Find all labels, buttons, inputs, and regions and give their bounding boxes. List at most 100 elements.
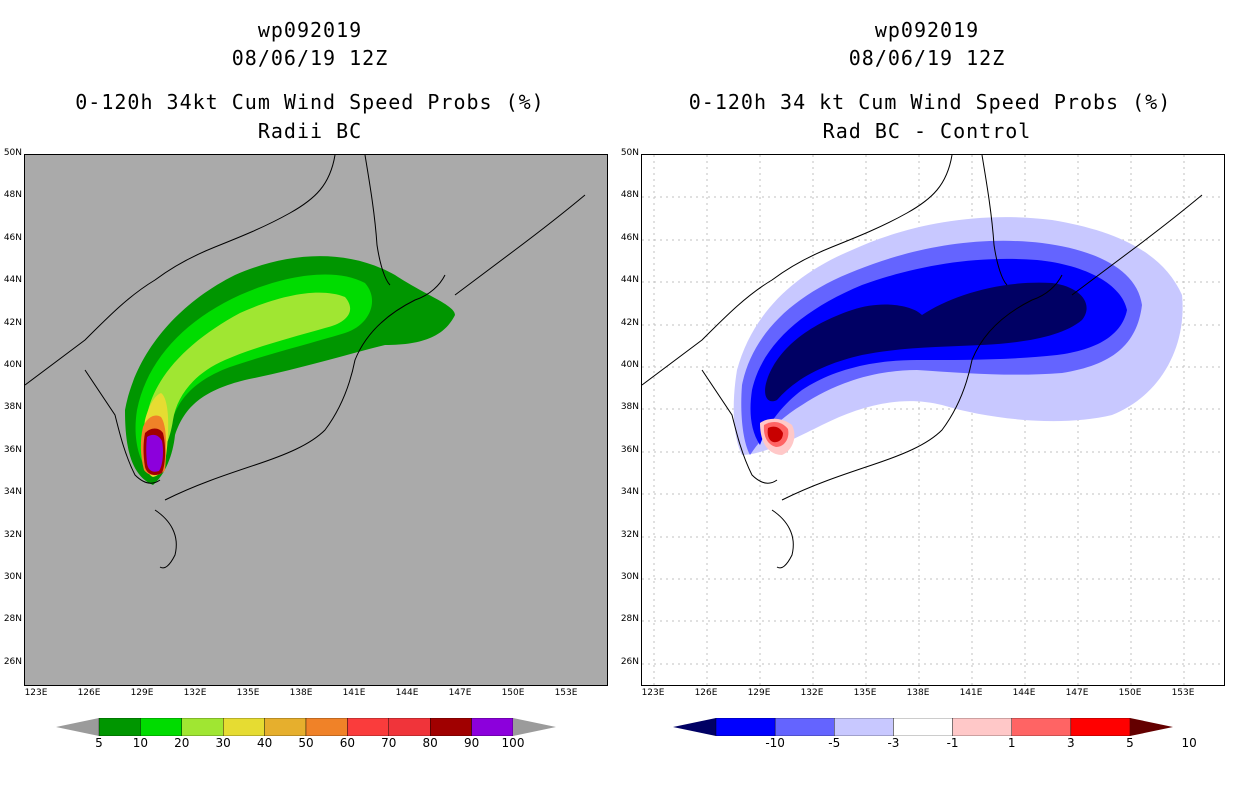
- colorbar-segment: [1070, 718, 1131, 736]
- colorbar-label: -5: [828, 736, 841, 750]
- colorbar-right-arrow: [1130, 718, 1173, 736]
- right-map-svg: [642, 155, 1224, 685]
- coastline-sakhalin: [364, 155, 391, 286]
- lat-tick-label: 44N: [620, 275, 639, 286]
- prob-100-region: [146, 434, 163, 472]
- colorbar-label: 20: [174, 736, 190, 750]
- coastline-asia-r: [642, 155, 953, 386]
- diff-plus10-region: [767, 426, 783, 443]
- colorbar-left-arrow: [673, 718, 716, 736]
- colorbar-segment: [893, 718, 953, 736]
- colorbar-label: -10: [765, 736, 785, 750]
- colorbar-segment: [774, 718, 835, 736]
- right-colorbar: [673, 718, 1173, 736]
- lon-tick-label: 153E: [1171, 688, 1195, 698]
- left-subtitle: Radii BC: [257, 119, 363, 143]
- colorbar-segment: [264, 718, 307, 736]
- colorbar-label: 50: [298, 736, 314, 750]
- lon-tick-label: 126E: [694, 688, 718, 698]
- lat-tick-label: 28N: [3, 614, 22, 625]
- left-storm-id: wp092019: [257, 18, 363, 42]
- lat-tick-label: 38N: [620, 402, 639, 413]
- lat-tick-label: 36N: [620, 444, 639, 455]
- coastline-sakhalin-r: [981, 155, 1008, 286]
- left-map-svg: [25, 155, 586, 569]
- colorbar-segment: [430, 718, 472, 736]
- right-subtitle: Rad BC - Control: [822, 119, 1032, 143]
- colorbar-label: -1: [946, 736, 959, 750]
- lon-tick-label: 144E: [1012, 688, 1036, 698]
- colorbar-segment: [305, 718, 348, 736]
- lat-tick-label: 46N: [3, 232, 22, 243]
- colorbar-segment: [98, 718, 141, 736]
- colorbar-segment: [1011, 718, 1072, 736]
- lat-tick-label: 34N: [3, 487, 22, 498]
- lon-tick-label: 153E: [554, 688, 578, 698]
- lon-tick-label: 150E: [1118, 688, 1142, 698]
- lat-tick-label: 40N: [620, 360, 639, 370]
- coastline-asia: [25, 155, 336, 386]
- lon-tick-label: 126E: [77, 688, 101, 698]
- colorbar-segment: [347, 718, 389, 736]
- lon-tick-label: 129E: [130, 688, 154, 698]
- coastline-korea: [84, 369, 161, 484]
- colorbar-segment: [140, 718, 183, 736]
- colorbar-segment: [834, 718, 894, 736]
- lat-tick-label: 50N: [620, 148, 639, 158]
- lon-tick-label: 138E: [906, 688, 930, 698]
- diff-minus10-region: [765, 282, 1087, 402]
- colorbar-label: 60: [339, 736, 356, 750]
- lat-tick-label: 32N: [620, 529, 639, 540]
- lon-tick-label: 144E: [395, 688, 419, 698]
- lon-tick-label: 132E: [183, 688, 207, 698]
- left-map-panel: [24, 154, 608, 686]
- lon-tick-label: 141E: [342, 688, 366, 698]
- colorbar-segment: [952, 718, 1012, 736]
- lat-tick-label: 48N: [3, 190, 22, 201]
- colorbar-label: -3: [887, 736, 900, 750]
- right-map-panel: [641, 154, 1225, 686]
- lon-tick-label: 123E: [24, 688, 48, 698]
- colorbar-segment: [715, 718, 776, 736]
- lat-tick-label: 32N: [3, 529, 22, 540]
- lat-tick-label: 28N: [620, 614, 639, 625]
- lat-tick-label: 46N: [620, 232, 639, 243]
- colorbar-segment: [388, 718, 431, 736]
- coastline-korea-r: [701, 369, 778, 484]
- lon-tick-label: 129E: [747, 688, 771, 698]
- lat-tick-label: 48N: [620, 190, 639, 201]
- lat-tick-label: 36N: [3, 444, 22, 455]
- colorbar-segment: [471, 718, 514, 736]
- lon-tick-label: 141E: [959, 688, 983, 698]
- lat-tick-label: 44N: [3, 275, 22, 286]
- prob-20-region: [145, 292, 351, 460]
- coastline-japan: [164, 274, 446, 501]
- lat-tick-label: 26N: [620, 656, 639, 667]
- right-storm-id: wp092019: [874, 18, 980, 42]
- left-datetime: 08/06/19 12Z: [231, 46, 389, 70]
- colorbar-segment: [222, 718, 265, 736]
- lat-tick-label: 42N: [3, 317, 22, 328]
- colorbar-label: 3: [1067, 736, 1075, 750]
- kuril-islands: [454, 194, 586, 296]
- lon-tick-label: 135E: [236, 688, 260, 698]
- lon-tick-label: 147E: [448, 688, 472, 698]
- colorbar-label: 70: [381, 736, 397, 750]
- lat-tick-label: 40N: [3, 360, 22, 370]
- colorbar-label: 10: [1181, 736, 1197, 750]
- colorbar-label: 80: [422, 736, 438, 750]
- lat-tick-label: 50N: [3, 148, 22, 158]
- lon-tick-label: 138E: [289, 688, 313, 698]
- lat-tick-label: 38N: [3, 402, 22, 413]
- colorbar-segment: [181, 718, 224, 736]
- colorbar-label: 30: [215, 736, 231, 750]
- colorbar-left-arrow: [56, 718, 99, 736]
- right-title: 0-120h 34 kt Cum Wind Speed Probs (%): [688, 90, 1172, 114]
- colorbar-label: 100: [501, 736, 525, 750]
- lat-tick-label: 42N: [620, 317, 639, 328]
- left-title: 0-120h 34kt Cum Wind Speed Probs (%): [75, 90, 545, 114]
- colorbar-label: 10: [132, 736, 149, 750]
- coastline-japan-r: [781, 274, 1063, 501]
- lat-tick-label: 34N: [620, 487, 639, 498]
- right-datetime: 08/06/19 12Z: [848, 46, 1006, 70]
